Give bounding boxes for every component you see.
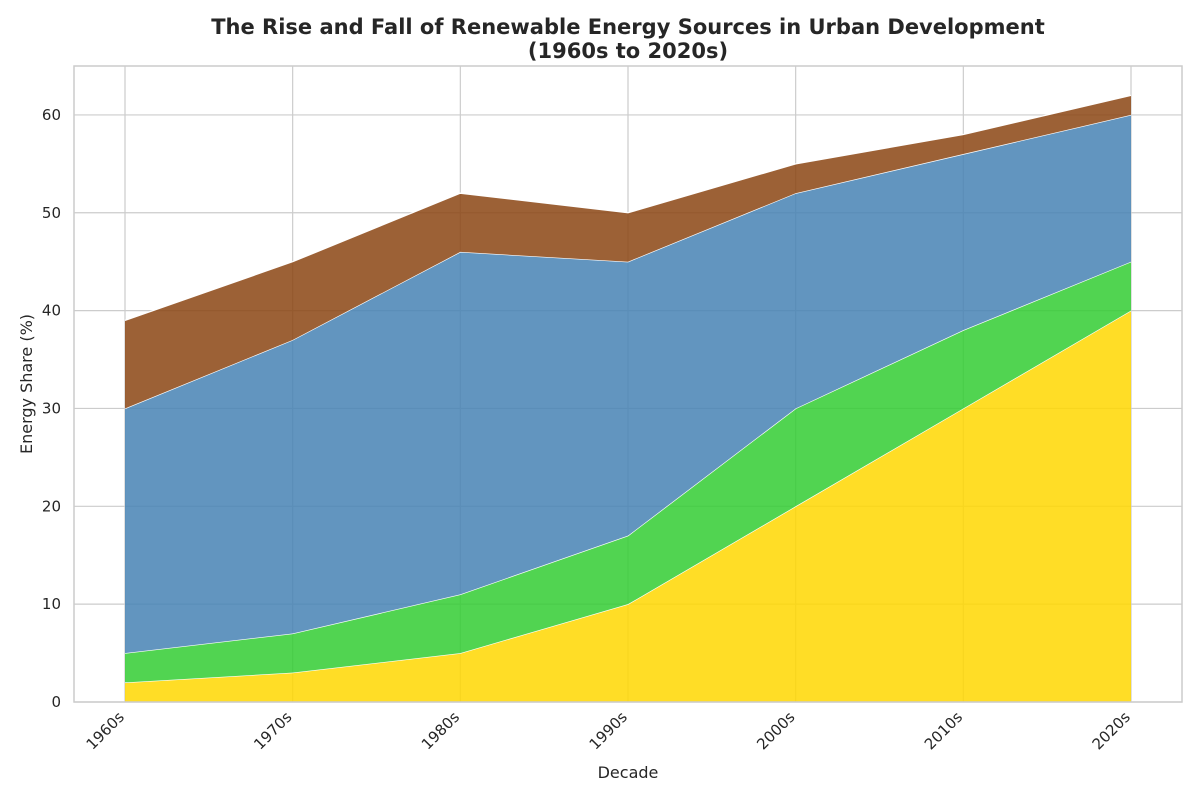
y-axis-label: Energy Share (%) xyxy=(17,314,36,454)
x-tick-label: 1970s xyxy=(250,708,295,753)
chart-title-line-2: (1960s to 2020s) xyxy=(528,39,728,63)
area-series-2 xyxy=(125,261,1131,683)
area-series-3 xyxy=(125,114,1131,654)
x-tick-label: 1990s xyxy=(586,708,631,753)
y-tick-label: 0 xyxy=(51,693,61,711)
x-tick-label: 1960s xyxy=(83,708,128,753)
plot-frame xyxy=(73,65,1183,703)
y-tick-label: 60 xyxy=(42,106,61,124)
chart-title-line-1: The Rise and Fall of Renewable Energy So… xyxy=(211,15,1045,39)
area-series-4-edge xyxy=(124,94,1132,322)
y-tick-label: 20 xyxy=(42,497,61,515)
area-series-4 xyxy=(125,95,1131,409)
x-tick-labels: 1960s 1970s 1980s 1990s 2000s 2010s 2020s xyxy=(83,708,1134,753)
y-tick-label: 50 xyxy=(42,204,61,222)
x-tick-label: 2010s xyxy=(921,708,966,753)
y-tick-labels: 0 10 20 30 40 50 60 xyxy=(42,106,61,711)
area-series-1 xyxy=(125,310,1131,702)
area-layer xyxy=(124,94,1132,702)
x-tick-label: 2000s xyxy=(753,708,798,753)
x-axis-label: Decade xyxy=(598,763,659,782)
y-tick-label: 30 xyxy=(42,399,61,417)
y-tick-label: 40 xyxy=(42,302,61,320)
x-tick-label: 1980s xyxy=(418,708,463,753)
area-series-2-edge xyxy=(124,261,1132,654)
y-tick-label: 10 xyxy=(42,595,61,613)
x-tick-label: 2020s xyxy=(1089,708,1134,753)
